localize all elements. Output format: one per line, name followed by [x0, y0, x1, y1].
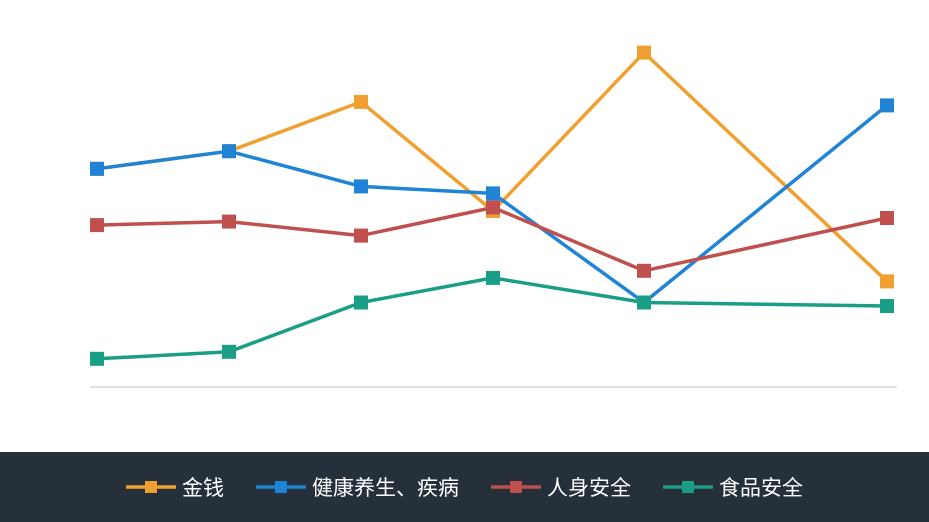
data-point: [637, 263, 651, 278]
legend-item: 食品安全: [663, 472, 803, 502]
legend-swatch: [663, 481, 713, 493]
data-point: [222, 214, 236, 229]
legend-item: 金钱: [126, 472, 224, 502]
data-point: [486, 186, 500, 201]
data-point: [486, 200, 500, 215]
data-point: [880, 211, 894, 225]
series-line-4: [96, 276, 888, 361]
legend-swatch: [491, 481, 541, 493]
legend-item: 人身安全: [491, 472, 631, 502]
legend-label: 金钱: [182, 476, 224, 500]
legend: 金钱 健康养生、疾病 人身安全 食品安全: [0, 452, 929, 522]
data-point: [222, 344, 236, 359]
chart-area: [90, 45, 897, 388]
line-chart: [90, 45, 897, 388]
data-point: [90, 351, 104, 366]
legend-item: 健康养生、疾病: [256, 472, 459, 502]
series-line-1: [96, 50, 889, 283]
data-point: [354, 179, 368, 194]
data-point: [880, 98, 894, 113]
data-point: [354, 295, 368, 310]
series-line-2: [96, 104, 889, 305]
legend-swatch: [256, 481, 306, 493]
series-layer: [90, 45, 894, 366]
data-point: [880, 274, 894, 289]
data-point: [486, 270, 500, 285]
data-point: [637, 295, 651, 310]
data-point: [90, 218, 104, 233]
series-4: [90, 270, 894, 366]
data-point: [354, 228, 368, 243]
legend-label: 食品安全: [719, 476, 803, 500]
series-1: [90, 45, 894, 289]
legend-label: 健康养生、疾病: [312, 476, 459, 500]
data-point: [354, 94, 368, 109]
data-point: [90, 161, 104, 176]
series-line-3: [96, 205, 888, 273]
series-3: [90, 200, 894, 278]
legend-swatch: [126, 481, 176, 493]
data-point: [880, 299, 894, 313]
data-point: [222, 144, 236, 159]
legend-label: 人身安全: [547, 476, 631, 500]
data-point: [637, 45, 651, 60]
